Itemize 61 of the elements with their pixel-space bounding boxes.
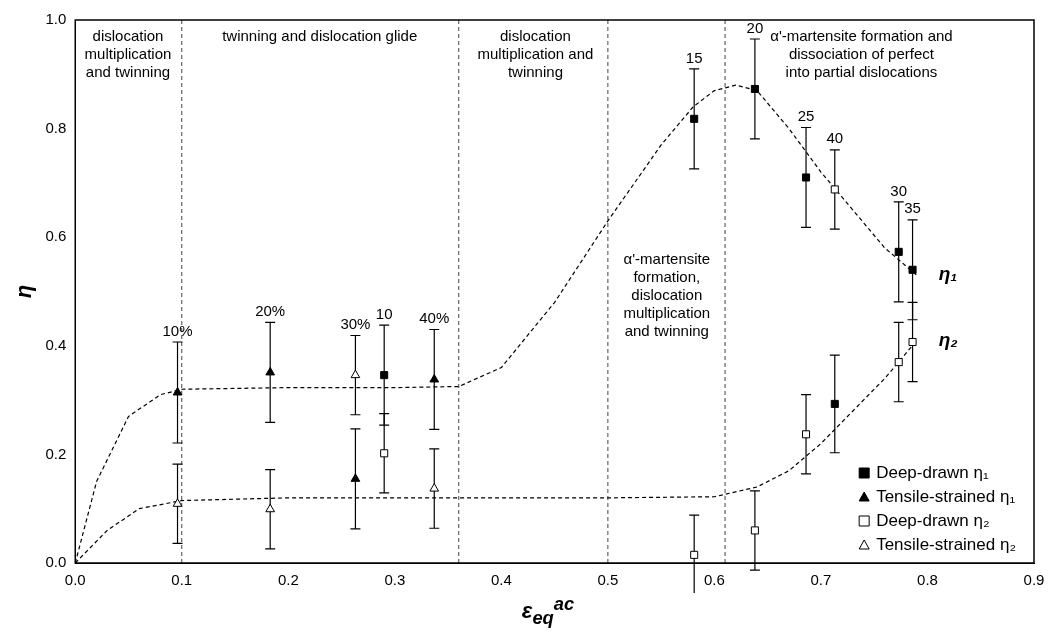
x-tick-label: 0.1	[171, 571, 193, 589]
annotation: 30%	[340, 315, 371, 333]
annotation: α'-martensite formation and dissociation of perfect into partial dislocations	[770, 27, 953, 81]
x-tick-label: 0.5	[597, 571, 619, 589]
point	[429, 373, 440, 383]
point	[690, 114, 699, 123]
annotation: 25	[797, 107, 815, 125]
x-tick-label: 0.4	[490, 571, 512, 589]
point	[690, 550, 699, 559]
y-axis-title: η	[11, 284, 37, 299]
legend-label: Tensile-strained η₂	[876, 534, 1017, 554]
point	[894, 247, 903, 256]
y-tick-label: 0.6	[45, 227, 67, 245]
annotation: 40	[826, 129, 844, 147]
point	[908, 337, 917, 347]
point	[350, 369, 361, 379]
point	[894, 358, 903, 367]
point	[350, 473, 361, 482]
x-tick-label: 0.2	[277, 571, 299, 589]
x-tick-label: 0.6	[703, 571, 725, 589]
point	[750, 526, 759, 535]
y-tick-label: 0.4	[45, 335, 67, 353]
legend-label: Deep-drawn η₁	[876, 462, 989, 482]
legend-label: Tensile-strained η₁	[876, 486, 1016, 506]
annotation: twinning and dislocation glide	[222, 27, 418, 45]
point	[802, 173, 811, 182]
point	[429, 483, 440, 492]
point	[908, 265, 917, 274]
annotation: 40%	[419, 309, 450, 327]
y-tick-label: 0.8	[45, 118, 67, 136]
point	[172, 387, 183, 396]
point	[830, 399, 839, 408]
annotation: dislocation multiplication and twinning	[84, 27, 172, 81]
point	[830, 185, 839, 194]
point	[265, 366, 276, 376]
annotation: η₂	[938, 328, 958, 350]
legend-label: Deep-drawn η₂	[876, 510, 990, 530]
x-tick-label: 0.9	[1023, 571, 1045, 589]
annotation: 20%	[255, 302, 286, 320]
x-tick-label: 0.8	[917, 571, 938, 589]
annotation: η₁	[938, 263, 958, 285]
point	[750, 84, 759, 93]
annotation: 10%	[162, 321, 193, 339]
annotation: 35	[904, 199, 921, 217]
annotation: 30	[890, 181, 908, 199]
annotation: 10	[375, 304, 393, 322]
point	[265, 503, 276, 513]
y-tick-label: 0.0	[45, 553, 67, 571]
annotation: 20	[746, 18, 764, 36]
x-tick-label: 0.7	[810, 571, 832, 589]
x-tick-label: 0.0	[64, 571, 86, 589]
point	[380, 449, 389, 458]
x-tick-label: 0.3	[384, 571, 406, 589]
point	[172, 498, 183, 507]
y-tick-label: 1.0	[45, 10, 67, 28]
annotation: dislocation multiplication and twinning	[477, 27, 594, 81]
annotation: α'-martensite formation, dislocation multiplication and twinning	[623, 249, 711, 339]
annotation: 15	[685, 48, 703, 66]
y-tick-label: 0.2	[45, 444, 67, 462]
point	[380, 371, 389, 380]
point	[802, 430, 811, 439]
